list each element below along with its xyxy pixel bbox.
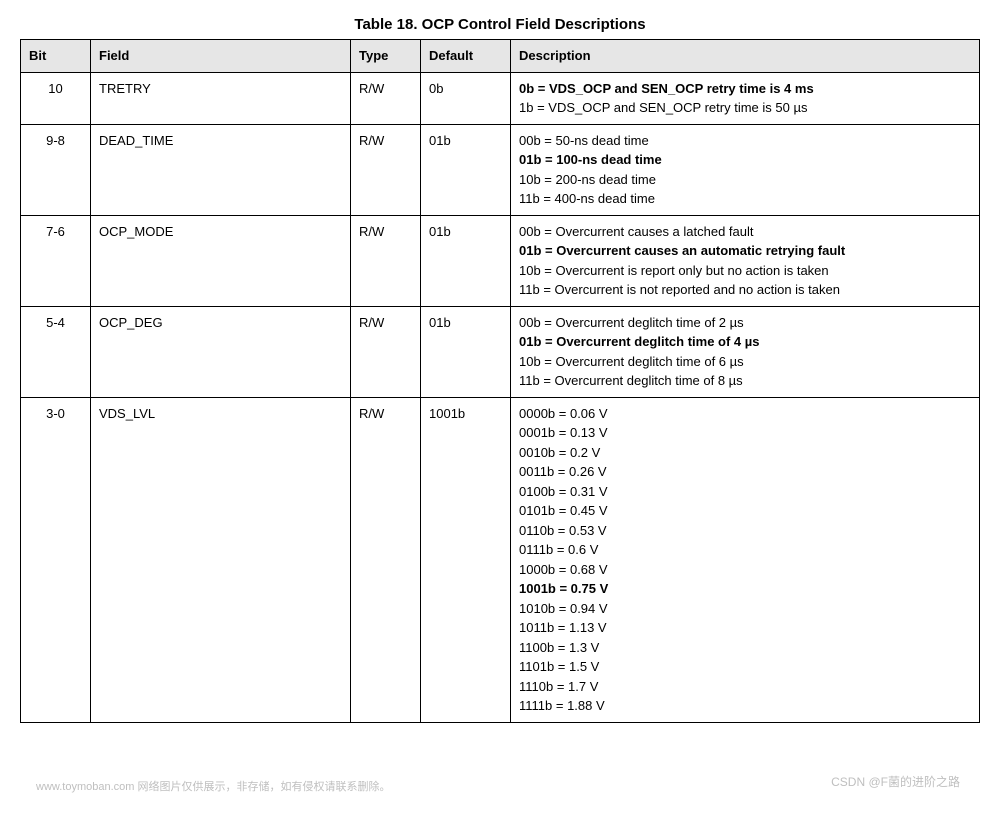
cell-type: R/W bbox=[351, 397, 421, 722]
cell-default: 1001b bbox=[421, 397, 511, 722]
cell-type: R/W bbox=[351, 72, 421, 124]
table-title: Table 18. OCP Control Field Descriptions bbox=[20, 16, 980, 33]
description-line: 00b = 50-ns dead time bbox=[519, 131, 971, 151]
table-header-row: Bit Field Type Default Description bbox=[21, 40, 980, 73]
footer-watermark-left: www.toymoban.com 网络图片仅供展示，非存储，如有侵权请联系删除。 bbox=[36, 778, 390, 794]
col-header-bit: Bit bbox=[21, 40, 91, 73]
cell-type: R/W bbox=[351, 124, 421, 215]
description-line: 0110b = 0.53 V bbox=[519, 521, 971, 541]
table-row: 9-8DEAD_TIMER/W01b00b = 50-ns dead time0… bbox=[21, 124, 980, 215]
description-line: 0111b = 0.6 V bbox=[519, 540, 971, 560]
description-line: 11b = Overcurrent is not reported and no… bbox=[519, 280, 971, 300]
description-line: 0100b = 0.31 V bbox=[519, 482, 971, 502]
description-line: 1100b = 1.3 V bbox=[519, 638, 971, 658]
description-line: 0001b = 0.13 V bbox=[519, 423, 971, 443]
description-line: 0000b = 0.06 V bbox=[519, 404, 971, 424]
description-line: 0010b = 0.2 V bbox=[519, 443, 971, 463]
table-body: 10TRETRYR/W0b0b = VDS_OCP and SEN_OCP re… bbox=[21, 72, 980, 722]
ocp-control-table: Bit Field Type Default Description 10TRE… bbox=[20, 39, 980, 723]
description-line: 01b = Overcurrent deglitch time of 4 µs bbox=[519, 332, 971, 352]
cell-bit: 3-0 bbox=[21, 397, 91, 722]
col-header-type: Type bbox=[351, 40, 421, 73]
cell-type: R/W bbox=[351, 215, 421, 306]
col-header-description: Description bbox=[511, 40, 980, 73]
description-line: 1001b = 0.75 V bbox=[519, 579, 971, 599]
table-row: 5-4OCP_DEGR/W01b00b = Overcurrent deglit… bbox=[21, 306, 980, 397]
description-line: 10b = 200-ns dead time bbox=[519, 170, 971, 190]
description-line: 1101b = 1.5 V bbox=[519, 657, 971, 677]
cell-default: 01b bbox=[421, 124, 511, 215]
cell-description: 00b = Overcurrent causes a latched fault… bbox=[511, 215, 980, 306]
description-line: 01b = Overcurrent causes an automatic re… bbox=[519, 241, 971, 261]
description-line: 1110b = 1.7 V bbox=[519, 677, 971, 697]
cell-type: R/W bbox=[351, 306, 421, 397]
table-row: 3-0VDS_LVLR/W1001b0000b = 0.06 V0001b = … bbox=[21, 397, 980, 722]
description-line: 0011b = 0.26 V bbox=[519, 462, 971, 482]
description-line: 01b = 100-ns dead time bbox=[519, 150, 971, 170]
cell-field: VDS_LVL bbox=[91, 397, 351, 722]
cell-description: 0b = VDS_OCP and SEN_OCP retry time is 4… bbox=[511, 72, 980, 124]
description-line: 0b = VDS_OCP and SEN_OCP retry time is 4… bbox=[519, 79, 971, 99]
description-line: 11b = 400-ns dead time bbox=[519, 189, 971, 209]
cell-default: 01b bbox=[421, 306, 511, 397]
description-line: 1000b = 0.68 V bbox=[519, 560, 971, 580]
cell-description: 00b = Overcurrent deglitch time of 2 µs0… bbox=[511, 306, 980, 397]
cell-field: TRETRY bbox=[91, 72, 351, 124]
description-line: 00b = Overcurrent causes a latched fault bbox=[519, 222, 971, 242]
description-line: 0101b = 0.45 V bbox=[519, 501, 971, 521]
cell-bit: 10 bbox=[21, 72, 91, 124]
cell-bit: 5-4 bbox=[21, 306, 91, 397]
col-header-field: Field bbox=[91, 40, 351, 73]
description-line: 1011b = 1.13 V bbox=[519, 618, 971, 638]
description-line: 11b = Overcurrent deglitch time of 8 µs bbox=[519, 371, 971, 391]
description-line: 10b = Overcurrent is report only but no … bbox=[519, 261, 971, 281]
cell-bit: 9-8 bbox=[21, 124, 91, 215]
description-line: 1111b = 1.88 V bbox=[519, 696, 971, 716]
cell-field: DEAD_TIME bbox=[91, 124, 351, 215]
description-line: 1b = VDS_OCP and SEN_OCP retry time is 5… bbox=[519, 98, 971, 118]
table-row: 7-6OCP_MODER/W01b00b = Overcurrent cause… bbox=[21, 215, 980, 306]
table-row: 10TRETRYR/W0b 0b = VDS_OCP and SEN_OCP re… bbox=[21, 72, 980, 124]
description-line: 00b = Overcurrent deglitch time of 2 µs bbox=[519, 313, 971, 333]
cell-field: OCP_MODE bbox=[91, 215, 351, 306]
cell-default: 0b bbox=[421, 72, 511, 124]
cell-default: 01b bbox=[421, 215, 511, 306]
description-line: 1010b = 0.94 V bbox=[519, 599, 971, 619]
cell-description: 0000b = 0.06 V0001b = 0.13 V0010b = 0.2 … bbox=[511, 397, 980, 722]
cell-field: OCP_DEG bbox=[91, 306, 351, 397]
cell-bit: 7-6 bbox=[21, 215, 91, 306]
cell-description: 00b = 50-ns dead time01b = 100-ns dead t… bbox=[511, 124, 980, 215]
col-header-default: Default bbox=[421, 40, 511, 73]
footer-watermark-right: CSDN @F菌的进阶之路 bbox=[831, 773, 960, 790]
description-line: 10b = Overcurrent deglitch time of 6 µs bbox=[519, 352, 971, 372]
